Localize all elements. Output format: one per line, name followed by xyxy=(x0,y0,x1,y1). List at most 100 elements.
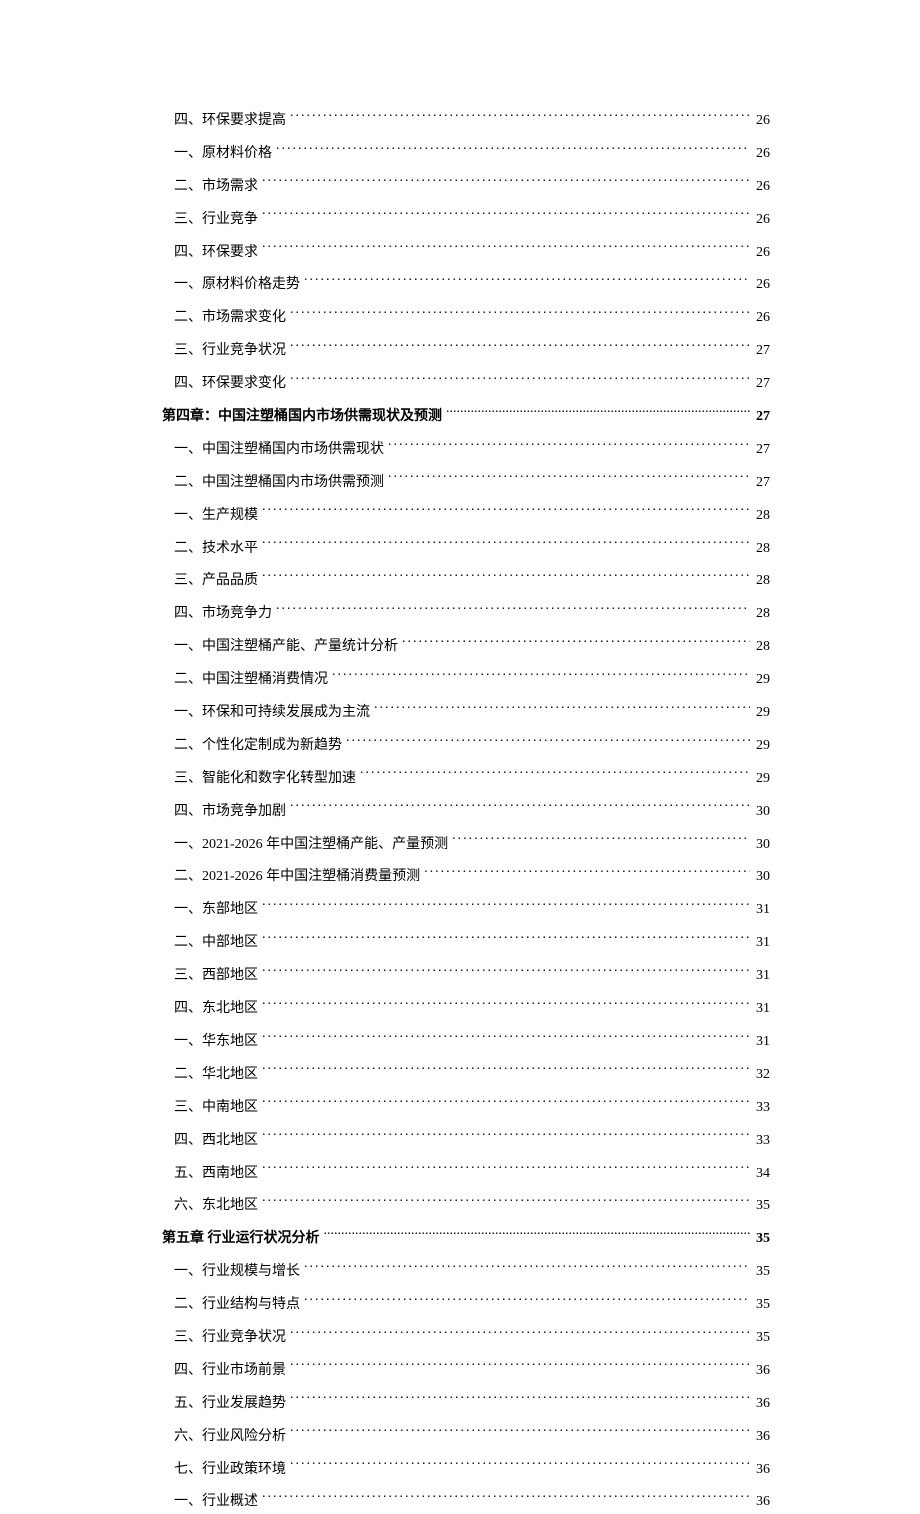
toc-entry: 四、市场竞争力 28 xyxy=(162,603,770,625)
toc-entry-page: 35 xyxy=(754,1261,770,1283)
toc-entry: 四、环保要求 26 xyxy=(162,242,770,264)
toc-entry: 三、西部地区31 xyxy=(162,965,770,987)
toc-entry-page: 29 xyxy=(754,768,770,790)
toc-leader-dots xyxy=(262,538,750,552)
toc-entry: 五、西南地区34 xyxy=(162,1163,770,1185)
toc-entry: 二、华北地区32 xyxy=(162,1064,770,1086)
toc-entry: 五、行业发展趋势 36 xyxy=(162,1393,770,1415)
toc-entry-page: 28 xyxy=(754,570,770,592)
toc-entry-label: 四、环保要求提高 xyxy=(174,110,286,132)
toc-entry-page: 36 xyxy=(754,1491,770,1513)
toc-entry-label: 一、原材料价格 xyxy=(174,143,272,165)
toc-entry-page: 31 xyxy=(754,1031,770,1053)
toc-entry-label: 三、行业竞争状况 xyxy=(174,340,286,362)
toc-entry: 四、行业市场前景36 xyxy=(162,1360,770,1382)
toc-entry-page: 26 xyxy=(754,242,770,264)
toc-entry-label: 一、行业概述 xyxy=(174,1491,258,1513)
toc-leader-dots xyxy=(262,1491,750,1505)
toc-entry-label: 第四章：中国注塑桶国内市场供需现状及预测 xyxy=(162,406,442,428)
toc-entry-label: 二、行业结构与特点 xyxy=(174,1294,300,1316)
toc-entry-label: 五、行业发展趋势 xyxy=(174,1393,286,1415)
toc-entry-label: 三、产品品质 xyxy=(174,570,258,592)
toc-entry: 第五章 行业运行状况分析35 xyxy=(162,1228,770,1250)
toc-leader-dots xyxy=(262,505,750,519)
toc-leader-dots xyxy=(324,1228,751,1242)
toc-entry-label: 一、行业规模与增长 xyxy=(174,1261,300,1283)
toc-entry-page: 30 xyxy=(754,866,770,888)
toc-entry: 二、市场需求26 xyxy=(162,176,770,198)
toc-entry: 二、2021-2026 年中国注塑桶消费量预测30 xyxy=(162,866,770,888)
toc-leader-dots xyxy=(276,143,750,157)
toc-entry-label: 一、中国注塑桶产能、产量统计分析 xyxy=(174,636,398,658)
toc-entry-page: 36 xyxy=(754,1426,770,1448)
toc-entry-page: 28 xyxy=(754,505,770,527)
toc-entry: 四、市场竞争加剧 30 xyxy=(162,801,770,823)
toc-entry-label: 一、原材料价格走势 xyxy=(174,274,300,296)
toc-leader-dots xyxy=(262,932,750,946)
toc-entry: 一、东部地区31 xyxy=(162,899,770,921)
toc-entry-page: 27 xyxy=(754,373,770,395)
toc-entry: 三、行业竞争状况35 xyxy=(162,1327,770,1349)
toc-entry-label: 四、市场竞争力 xyxy=(174,603,272,625)
toc-entry-page: 33 xyxy=(754,1097,770,1119)
toc-leader-dots xyxy=(262,1163,750,1177)
toc-entry-label: 三、中南地区 xyxy=(174,1097,258,1119)
toc-entry: 七、行业政策环境36 xyxy=(162,1459,770,1481)
toc-leader-dots xyxy=(424,866,750,880)
toc-entry-label: 一、环保和可持续发展成为主流 xyxy=(174,702,370,724)
toc-entry: 一、生产规模28 xyxy=(162,505,770,527)
toc-leader-dots xyxy=(304,1294,750,1308)
toc-leader-dots xyxy=(262,899,750,913)
toc-entry-label: 二、技术水平 xyxy=(174,538,258,560)
toc-entry: 一、华东地区 31 xyxy=(162,1031,770,1053)
toc-entry-label: 二、华北地区 xyxy=(174,1064,258,1086)
toc-entry: 一、中国注塑桶国内市场供需现状27 xyxy=(162,439,770,461)
toc-entry-page: 36 xyxy=(754,1393,770,1415)
toc-entry-label: 六、行业风险分析 xyxy=(174,1426,286,1448)
toc-entry-label: 三、智能化和数字化转型加速 xyxy=(174,768,356,790)
toc-entry-label: 二、中国注塑桶国内市场供需预测 xyxy=(174,472,384,494)
toc-entry-label: 四、西北地区 xyxy=(174,1130,258,1152)
toc-entry: 一、原材料价格走势26 xyxy=(162,274,770,296)
toc-entry-label: 二、中国注塑桶消费情况 xyxy=(174,669,328,691)
toc-leader-dots xyxy=(402,636,750,650)
toc-leader-dots xyxy=(388,472,750,486)
toc-entry-page: 27 xyxy=(754,439,770,461)
toc-entry-label: 三、行业竞争状况 xyxy=(174,1327,286,1349)
toc-entry: 二、中国注塑桶国内市场供需预测27 xyxy=(162,472,770,494)
toc-leader-dots xyxy=(262,1130,750,1144)
toc-leader-dots xyxy=(360,768,750,782)
toc-entry: 六、行业风险分析 36 xyxy=(162,1426,770,1448)
toc-entry-page: 26 xyxy=(754,143,770,165)
toc-leader-dots xyxy=(262,998,750,1012)
toc-entry-label: 二、中部地区 xyxy=(174,932,258,954)
toc-entry-page: 31 xyxy=(754,998,770,1020)
toc-leader-dots xyxy=(290,1360,750,1374)
toc-entry-page: 31 xyxy=(754,932,770,954)
toc-leader-dots xyxy=(262,176,750,190)
table-of-contents: 四、环保要求提高 26 一、原材料价格 26 二、市场需求26 三、行业竞争26 四、环保要… xyxy=(162,110,770,1514)
toc-entry-page: 28 xyxy=(754,636,770,658)
toc-entry-label: 三、西部地区 xyxy=(174,965,258,987)
toc-entry-label: 四、行业市场前景 xyxy=(174,1360,286,1382)
toc-leader-dots xyxy=(290,1426,750,1440)
toc-leader-dots xyxy=(290,1393,750,1407)
toc-entry: 二、中部地区 31 xyxy=(162,932,770,954)
toc-entry: 四、环保要求变化27 xyxy=(162,373,770,395)
toc-entry: 六、东北地区35 xyxy=(162,1195,770,1217)
toc-leader-dots xyxy=(262,209,750,223)
toc-entry-page: 28 xyxy=(754,603,770,625)
toc-entry-label: 一、华东地区 xyxy=(174,1031,258,1053)
toc-entry: 三、行业竞争26 xyxy=(162,209,770,231)
toc-entry: 三、产品品质 28 xyxy=(162,570,770,592)
toc-entry-label: 四、环保要求 xyxy=(174,242,258,264)
toc-leader-dots xyxy=(290,1459,750,1473)
toc-entry-label: 四、市场竞争加剧 xyxy=(174,801,286,823)
toc-leader-dots xyxy=(290,307,750,321)
toc-entry: 四、东北地区31 xyxy=(162,998,770,1020)
toc-entry: 第四章：中国注塑桶国内市场供需现状及预测27 xyxy=(162,406,770,428)
toc-entry: 二、技术水平28 xyxy=(162,538,770,560)
toc-leader-dots xyxy=(262,1031,750,1045)
toc-entry-page: 30 xyxy=(754,801,770,823)
toc-leader-dots xyxy=(304,1261,750,1275)
